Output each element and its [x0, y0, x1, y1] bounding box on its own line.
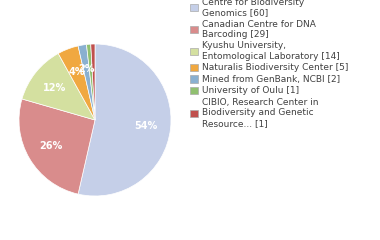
Wedge shape — [78, 44, 95, 120]
Text: 4%: 4% — [68, 67, 85, 77]
Text: 12%: 12% — [43, 83, 66, 93]
Wedge shape — [58, 46, 95, 120]
Wedge shape — [19, 99, 95, 194]
Wedge shape — [78, 44, 171, 196]
Wedge shape — [87, 44, 95, 120]
Text: 2%: 2% — [78, 64, 95, 74]
Wedge shape — [22, 54, 95, 120]
Text: 54%: 54% — [135, 121, 158, 131]
Text: 26%: 26% — [39, 141, 62, 151]
Legend: Centre for Biodiversity
Genomics [60], Canadian Centre for DNA
Barcoding [29], K: Centre for Biodiversity Genomics [60], C… — [190, 0, 348, 128]
Wedge shape — [91, 44, 95, 120]
